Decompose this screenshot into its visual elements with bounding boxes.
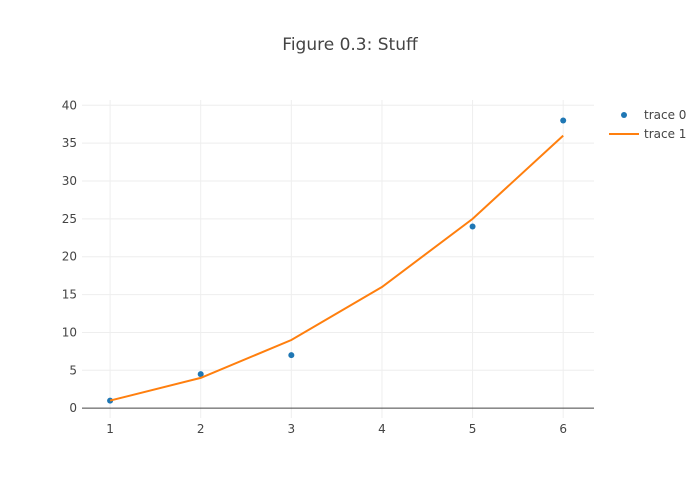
y-tick-label: 25 — [62, 212, 77, 226]
data-point — [288, 352, 295, 359]
y-tick-label: 30 — [62, 174, 77, 188]
y-tick-label: 40 — [62, 98, 77, 112]
x-tick-label: 4 — [378, 422, 386, 436]
grid — [82, 100, 594, 418]
series-layer — [107, 117, 567, 404]
y-tick-label: 10 — [62, 325, 77, 339]
data-point — [469, 223, 476, 230]
data-point — [197, 371, 204, 378]
legend-item-label: trace 0 — [644, 108, 686, 122]
x-axis-ticks: 1 2 3 4 5 6 — [106, 422, 567, 436]
y-axis-ticks: 0 5 10 15 20 25 30 35 40 — [62, 98, 77, 415]
legend-item-label: trace 1 — [644, 127, 686, 141]
y-tick-label: 0 — [69, 401, 77, 415]
x-tick-label: 5 — [469, 422, 477, 436]
x-tick-label: 2 — [197, 422, 205, 436]
legend-marker-swatch — [621, 112, 627, 118]
data-point — [560, 117, 567, 124]
y-tick-label: 20 — [62, 250, 77, 264]
legend[interactable]: trace 0 trace 1 — [609, 108, 686, 141]
chart-title: Figure 0.3: Stuff — [282, 35, 419, 55]
x-tick-label: 6 — [559, 422, 567, 436]
y-tick-label: 5 — [69, 363, 77, 377]
y-tick-label: 35 — [62, 136, 77, 150]
x-tick-label: 1 — [106, 422, 114, 436]
y-tick-label: 15 — [62, 288, 77, 302]
x-tick-label: 3 — [288, 422, 296, 436]
series-line-trace-1 — [109, 134, 564, 402]
